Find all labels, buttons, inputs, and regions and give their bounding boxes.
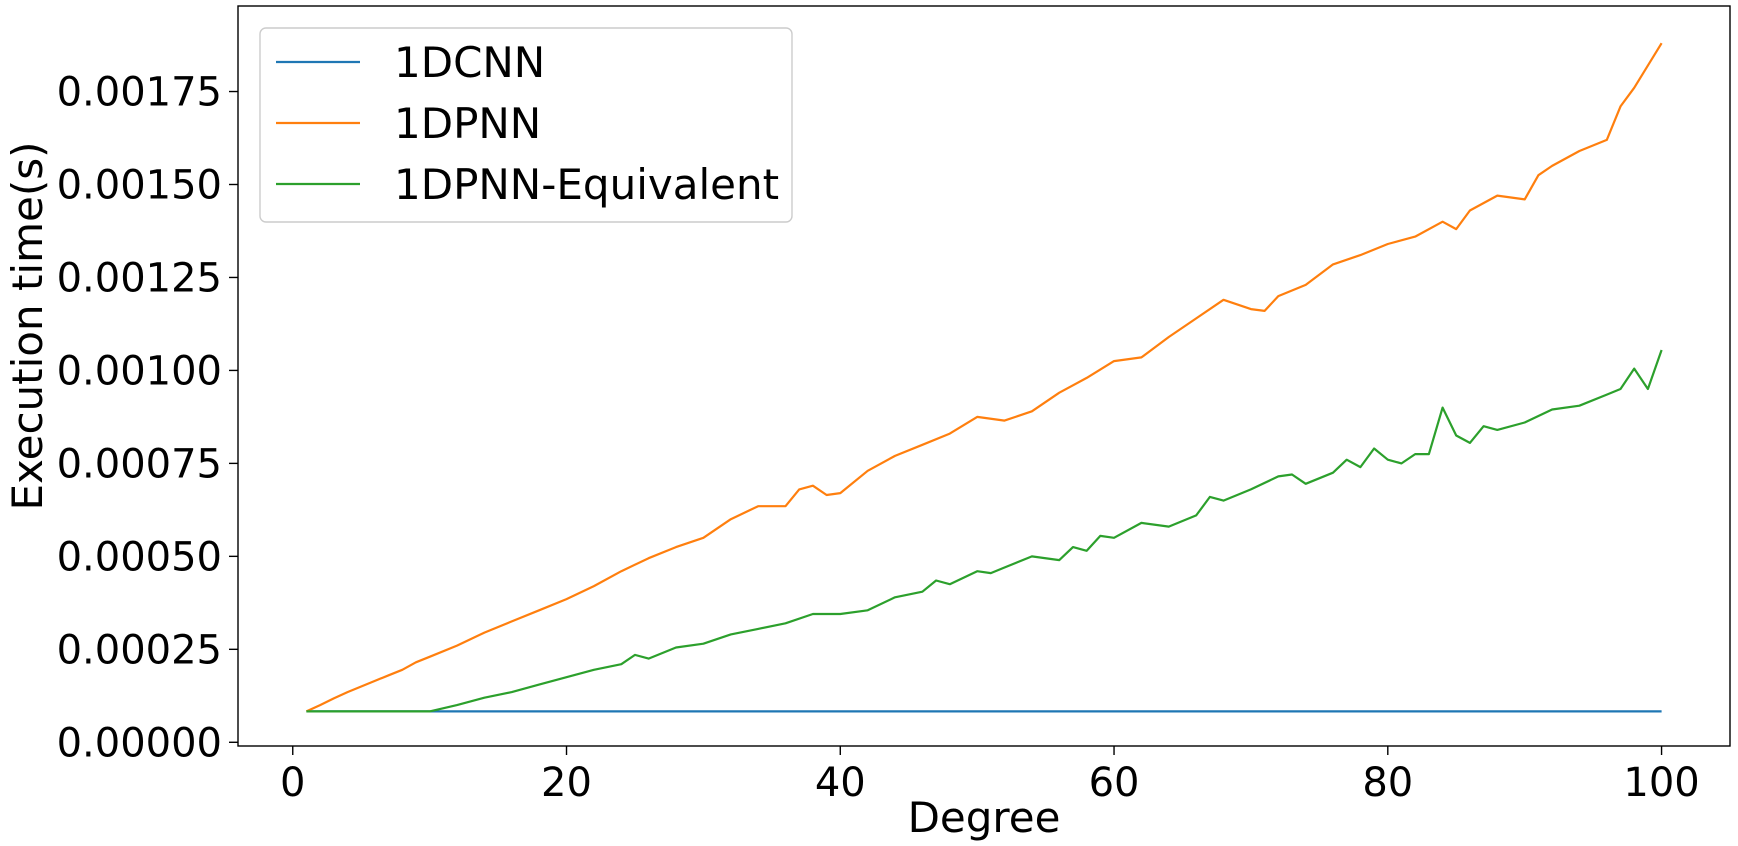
legend: 1DCNN 1DPNN 1DPNN-Equivalent bbox=[259, 27, 793, 223]
series-layer bbox=[305, 42, 1663, 713]
x-tick-label: 20 bbox=[541, 760, 592, 806]
y-tick-label: 0.00125 bbox=[57, 255, 222, 301]
plot-frame bbox=[237, 5, 1731, 747]
y-tick-label: 0.00075 bbox=[57, 441, 222, 487]
y-tick-label: 0.00050 bbox=[57, 534, 222, 580]
series-line-1dpnn bbox=[305, 42, 1663, 713]
y-axis-label: Execution time(s) bbox=[3, 142, 52, 511]
x-tick-label: 80 bbox=[1362, 760, 1413, 806]
x-tick-label: 0 bbox=[280, 760, 305, 806]
y-tick-label: 0.00175 bbox=[57, 70, 222, 116]
legend-label-1dpnn: 1DPNN bbox=[394, 99, 541, 148]
series-line-1dpnn-equivalent bbox=[306, 349, 1663, 713]
x-tick-label: 100 bbox=[1623, 760, 1699, 806]
y-tick-label: 0.00000 bbox=[57, 720, 222, 766]
legend-label-1dcnn: 1DCNN bbox=[394, 38, 545, 87]
legend-label-1dpnn-equivalent: 1DPNN-Equivalent bbox=[394, 160, 779, 209]
y-tick-label: 0.00100 bbox=[57, 348, 222, 394]
y-tick-label: 0.00025 bbox=[57, 627, 222, 673]
x-axis-label: Degree bbox=[908, 793, 1061, 842]
legend-box bbox=[259, 27, 793, 223]
y-axis-ticks: 0.00000 0.00025 0.00050 0.00075 0.00100 0.001… bbox=[57, 70, 238, 766]
x-axis-ticks: 0 20 40 60 80 100 bbox=[280, 746, 1700, 806]
y-tick-label: 0.00150 bbox=[57, 162, 222, 208]
x-tick-label: 60 bbox=[1089, 760, 1140, 806]
x-tick-label: 40 bbox=[815, 760, 866, 806]
